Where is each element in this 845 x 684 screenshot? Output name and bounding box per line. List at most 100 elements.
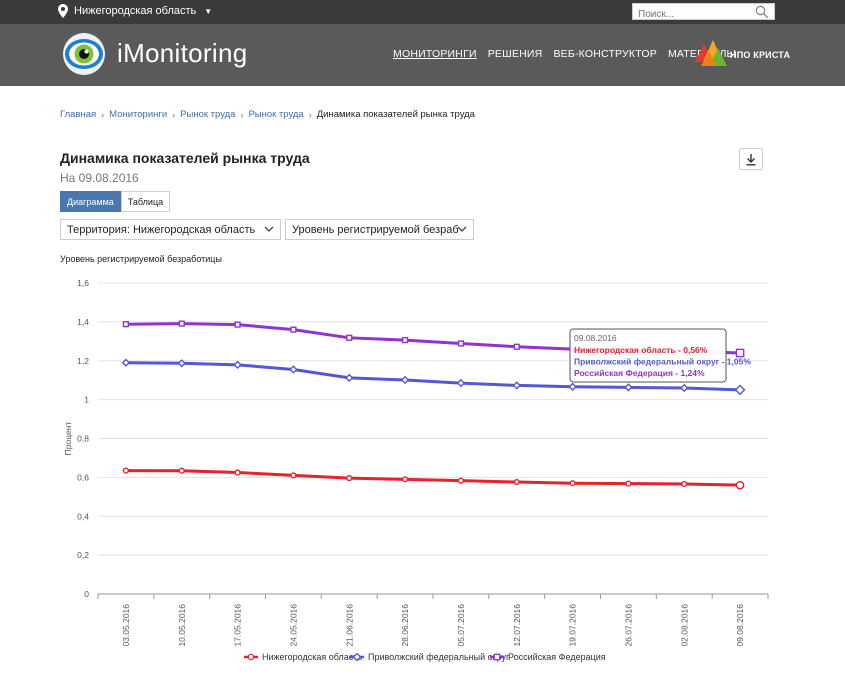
breadcrumb-labor-market[interactable]: Рынок труда (180, 109, 236, 120)
x-tick-label: 05.07.2016 (456, 604, 466, 647)
page-date: На 09.08.2016 (60, 171, 139, 185)
x-tick-label: 10.05.2016 (177, 604, 187, 647)
data-point[interactable] (233, 360, 242, 370)
data-point[interactable] (122, 321, 130, 328)
search-input[interactable] (633, 7, 751, 22)
y-tick-label: 0,2 (77, 550, 89, 560)
download-icon (746, 153, 756, 166)
data-point[interactable] (457, 340, 465, 347)
data-point[interactable] (734, 384, 746, 396)
region-label: Нижегородская область (74, 5, 197, 17)
data-point[interactable] (624, 383, 633, 392)
data-point[interactable] (400, 375, 410, 385)
x-tick-label: 12.07.2016 (512, 604, 522, 647)
download-button[interactable] (739, 148, 763, 170)
tab-diagram[interactable]: Диаграмма (60, 191, 121, 212)
search-icon[interactable] (755, 5, 769, 19)
breadcrumb-current: Динамика показателей рынка труда (316, 109, 475, 120)
x-tick-label: 21.06.2016 (344, 604, 354, 647)
y-tick-label: 0 (84, 589, 89, 599)
data-point[interactable] (290, 472, 297, 479)
data-point[interactable] (290, 326, 297, 333)
data-point[interactable] (234, 469, 241, 476)
x-tick-label: 28.06.2016 (400, 604, 410, 647)
chevron-down-icon (264, 226, 274, 232)
data-point[interactable] (735, 480, 745, 490)
chevron-down-icon: ▼ (204, 6, 213, 16)
breadcrumb-home[interactable]: Главная (60, 109, 97, 120)
view-tabs: Диаграмма Таблица (60, 191, 171, 212)
eye-logo-icon[interactable] (62, 32, 106, 76)
breadcrumb: Главная › Мониторинги › Рынок труда › Ры… (60, 109, 475, 120)
tooltip-date: 09.08.2016 (574, 333, 617, 343)
data-point[interactable] (568, 382, 577, 391)
y-tick-label: 0,4 (77, 511, 89, 521)
y-tick-label: 0,8 (77, 434, 89, 444)
legend-entry[interactable]: Российская Федерация (508, 652, 606, 662)
data-point[interactable] (346, 334, 353, 341)
data-point[interactable] (289, 365, 298, 374)
brand-name[interactable]: iMonitoring (117, 38, 248, 68)
data-point[interactable] (680, 383, 689, 393)
x-tick-label: 26.07.2016 (623, 604, 633, 647)
data-point[interactable] (121, 358, 131, 367)
chevron-right-icon: › (101, 109, 105, 120)
indicator-select[interactable]: Уровень регистрируемой безработицы (285, 219, 474, 240)
data-point[interactable] (234, 321, 241, 328)
line-chart: 0 0,2 0,4 0,6 0,8 1 1,2 1,4 1,6 Процент 03.05.2016… (63, 278, 769, 662)
region-selector[interactable]: Нижегородская область ▼ (58, 4, 212, 18)
data-point[interactable] (512, 381, 521, 390)
territory-select[interactable]: Территория: Нижегородская область (60, 219, 281, 240)
data-point[interactable] (569, 480, 576, 487)
data-point[interactable] (177, 359, 186, 368)
territory-select-value: Территория: Нижегородская область (67, 223, 256, 236)
x-tick-label: 02.08.2016 (679, 604, 689, 647)
data-point[interactable] (178, 320, 185, 327)
series-line (125, 469, 741, 487)
breadcrumb-monitoring[interactable]: Мониторинги (109, 109, 168, 120)
chevron-right-icon: › (308, 109, 312, 120)
data-point[interactable] (456, 378, 466, 388)
legend-marker[interactable] (247, 653, 255, 661)
data-point[interactable] (178, 467, 185, 474)
y-tick-label: 1,2 (77, 356, 89, 366)
data-point[interactable] (401, 476, 409, 483)
x-tick-label: 03.05.2016 (121, 604, 131, 647)
legend-marker[interactable] (493, 653, 501, 661)
y-tick-label: 0,6 (77, 472, 89, 482)
tooltip-box (569, 328, 727, 383)
krista-logo-icon[interactable] (695, 38, 727, 68)
x-tick-label: 24.05.2016 (288, 604, 298, 647)
x-tick-label: 09.08.2016 (735, 604, 745, 647)
data-point[interactable] (513, 478, 520, 486)
legend-marker[interactable] (352, 652, 362, 662)
data-point[interactable] (625, 480, 632, 487)
legend-entry[interactable]: Нижегородская область (262, 652, 362, 662)
nav-item-monitoring[interactable]: МОНИТОРИНГИ (393, 48, 477, 60)
top-bar: Нижегородская область ▼ (0, 0, 845, 24)
main-nav: МОНИТОРИНГИ РЕШЕНИЯ ВЕБ-КОНСТРУКТОР МАТЕ… (393, 48, 736, 60)
data-point[interactable] (122, 467, 130, 474)
tooltip-line: Приволжский федеральный округ - 1,05% (574, 357, 751, 367)
data-point[interactable] (401, 337, 409, 344)
data-point[interactable] (513, 343, 520, 350)
chevron-right-icon: › (172, 109, 176, 120)
tooltip-line: Российская Федерация - 1,24% (574, 368, 705, 378)
data-point[interactable] (735, 348, 745, 358)
nav-item-web-constructor[interactable]: ВЕБ-КОНСТРУКТОР (553, 48, 657, 60)
search-box (632, 3, 775, 22)
data-point[interactable] (345, 373, 354, 383)
y-tick-label: 1,6 (77, 278, 89, 288)
data-point[interactable] (346, 475, 353, 482)
series-line (125, 361, 741, 392)
nav-item-solutions[interactable]: РЕШЕНИЯ (487, 48, 543, 60)
legend-entry[interactable]: Приволжский федеральный округ (368, 652, 510, 662)
tab-table[interactable]: Таблица (120, 191, 171, 212)
breadcrumb-labor-market-2[interactable]: Рынок труда (248, 109, 304, 120)
data-point[interactable] (681, 480, 688, 488)
site-header: iMonitoring МОНИТОРИНГИ РЕШЕНИЯ ВЕБ-КОНС… (0, 24, 845, 86)
chevron-right-icon: › (240, 109, 244, 120)
partner-label[interactable]: НПО КРИСТА (730, 50, 791, 60)
data-point[interactable] (457, 477, 465, 484)
x-tick-label: 17.05.2016 (233, 604, 243, 647)
